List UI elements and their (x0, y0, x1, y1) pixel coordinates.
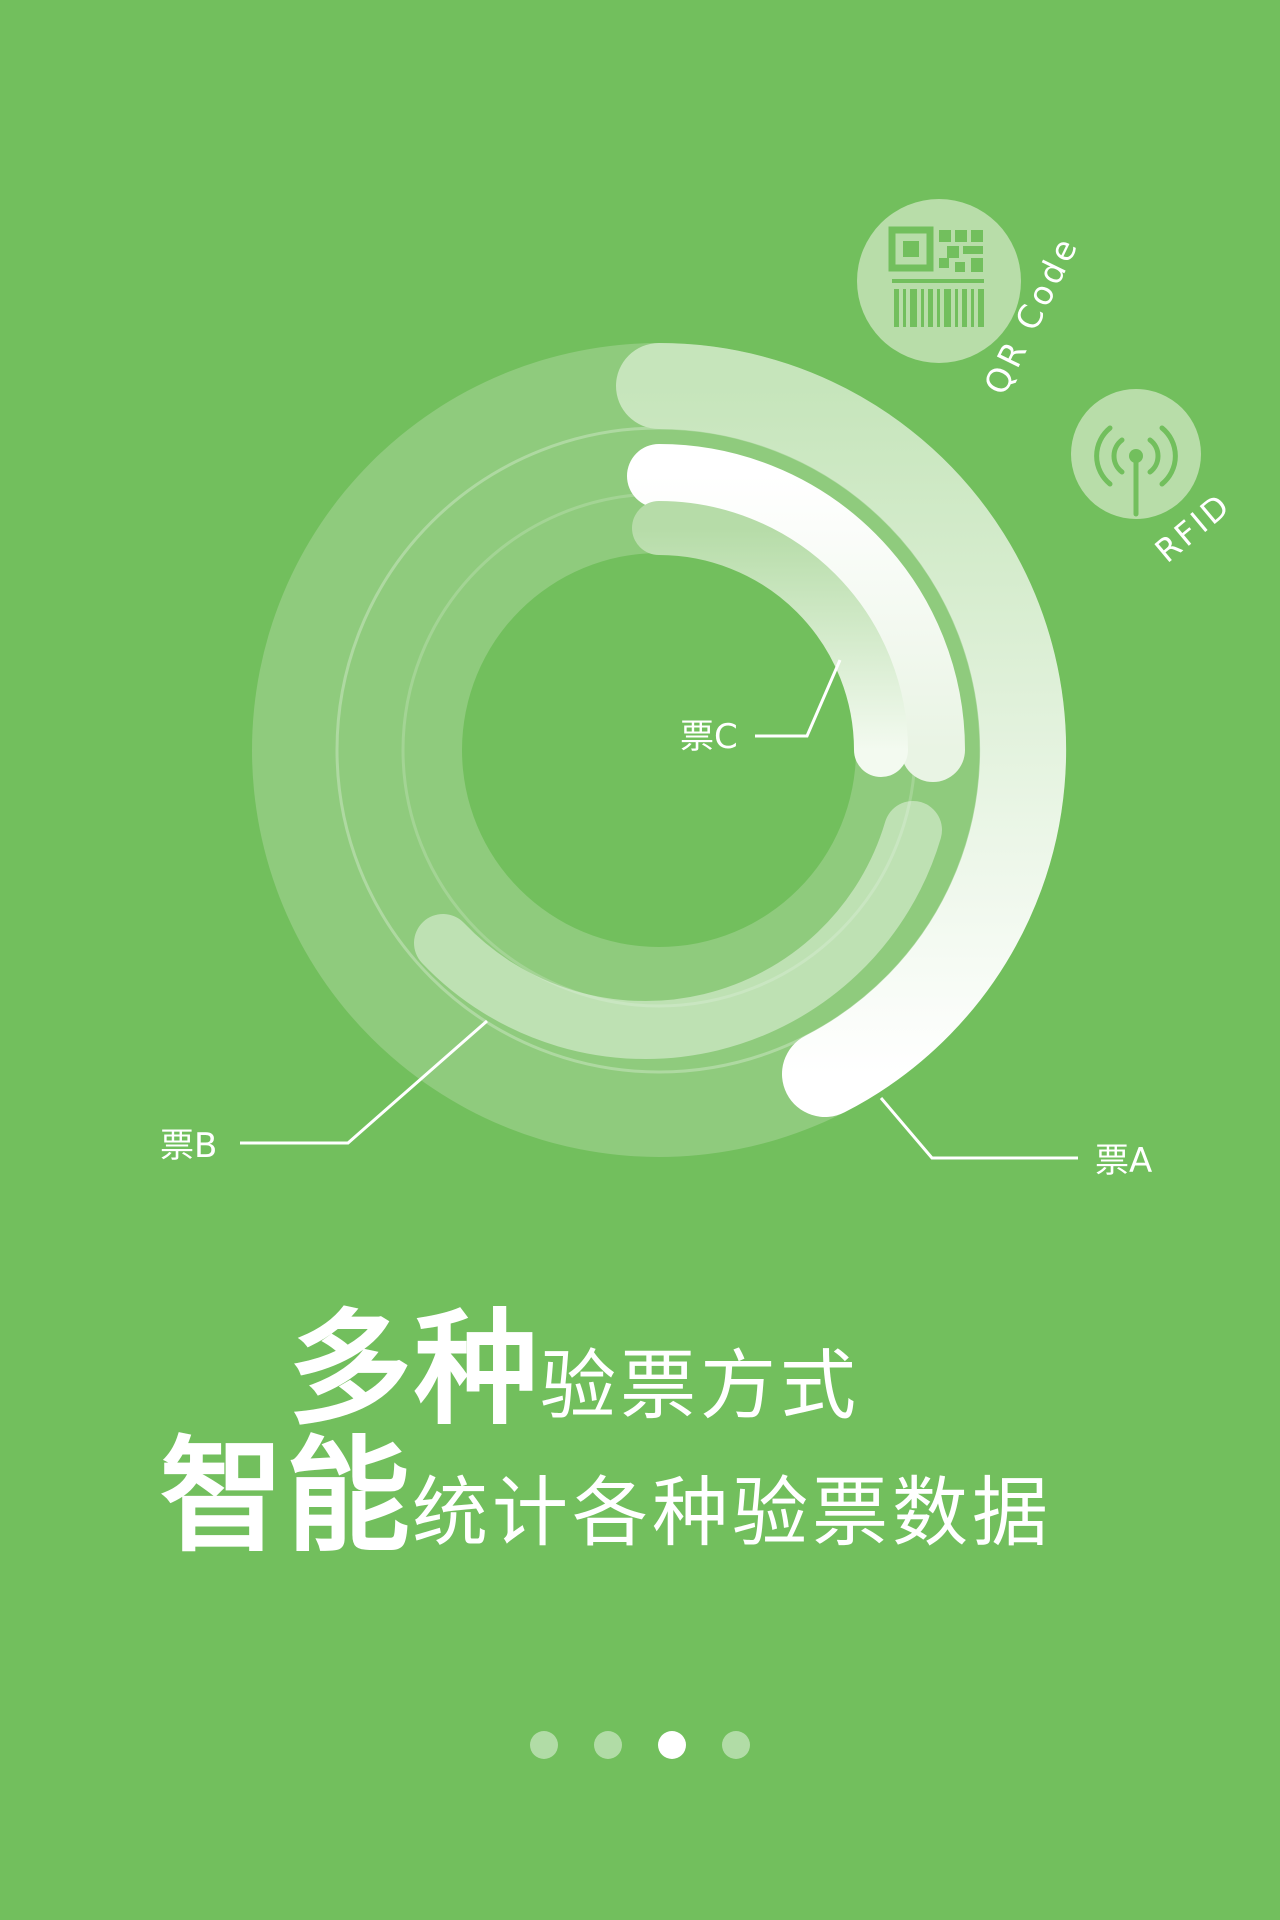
ticket-c-arc (632, 501, 908, 777)
ticket-middle-arc (627, 444, 965, 782)
ticket-b-arc (414, 801, 942, 1059)
ticket-b-leader-line (240, 1019, 488, 1145)
page-dot-2[interactable] (594, 1731, 622, 1759)
ticket-c-label: 票C (680, 717, 738, 757)
ticket-a-leader-line (879, 1097, 1078, 1160)
headline-2-light: 统计各种验票数据 (412, 1468, 1053, 1557)
page-dot-4[interactable] (722, 1731, 750, 1759)
ticket-a-label: 票A (1095, 1141, 1152, 1181)
headline-line-1: 多种验票方式 (0, 1268, 1280, 1448)
rfid-antenna-icon (1094, 425, 1178, 517)
ticket-c-leader-line (755, 659, 842, 738)
page-dot-1[interactable] (530, 1731, 558, 1759)
qr-code-badge (857, 199, 1021, 363)
inner-circle (462, 553, 856, 947)
headline-1-bold: 多种 (288, 1298, 541, 1442)
ticket-a-arc (616, 343, 1067, 1117)
headline-line-2: 智能统计各种验票数据 (0, 1395, 1280, 1575)
qr-code-icon (888, 226, 984, 327)
headline-2-bold: 智能 (160, 1425, 413, 1569)
rfid-badge (1071, 389, 1201, 519)
page-dot-3[interactable] (658, 1731, 686, 1759)
ticket-b-label: 票B (160, 1126, 217, 1166)
page-indicator (0, 1731, 1280, 1759)
headline-1-light: 验票方式 (540, 1341, 861, 1430)
